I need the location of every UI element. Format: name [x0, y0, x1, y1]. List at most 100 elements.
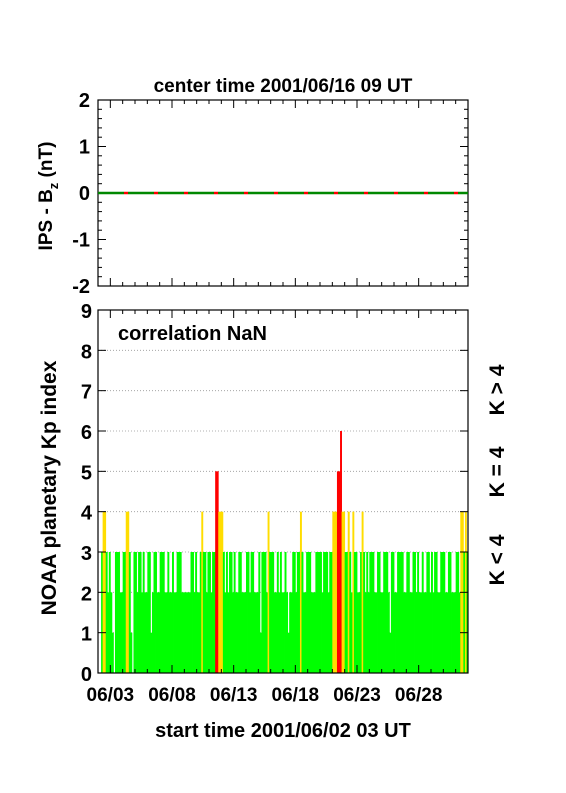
kp-bar — [190, 552, 193, 673]
kp-bar — [315, 552, 318, 673]
kp-bar — [398, 552, 401, 673]
kp-bar — [332, 511, 335, 673]
kp-bar — [386, 552, 389, 673]
kp-bar — [264, 552, 267, 673]
kp-bar — [346, 552, 349, 673]
kp-bar — [418, 592, 421, 673]
kp-bar — [293, 552, 296, 673]
kp-bar — [452, 592, 455, 673]
kp-bar — [108, 552, 111, 673]
kp-bar — [407, 552, 410, 673]
kp-bar — [250, 552, 253, 673]
kp-bar — [127, 511, 130, 673]
kp-bar — [270, 552, 273, 673]
kp-bar — [219, 511, 222, 673]
kp-bar — [457, 552, 460, 673]
kp-bar — [455, 552, 458, 673]
ips-ytick-label: 2 — [79, 90, 90, 112]
kp-bar — [312, 592, 315, 673]
kp-bar — [179, 552, 182, 673]
kp-bar — [225, 552, 228, 673]
kp-bar — [326, 552, 329, 673]
kp-bar — [441, 552, 444, 673]
kp-bar — [287, 632, 290, 673]
kp-bar — [114, 552, 117, 673]
kp-bar — [164, 592, 167, 673]
kp-bar — [158, 592, 161, 673]
kp-ytick-label: 4 — [81, 503, 93, 525]
kp-bar — [434, 552, 437, 673]
kp-bar — [329, 552, 332, 673]
kp-bar — [381, 592, 384, 673]
kp-bar — [424, 592, 427, 673]
kp-bar — [313, 592, 316, 673]
kp-ytick-label: 2 — [81, 583, 92, 605]
kp-bar — [357, 592, 359, 673]
kp-bar — [303, 592, 305, 673]
kp-bar — [394, 592, 396, 673]
legend-equal: K = 4 — [486, 446, 509, 497]
kp-bar — [377, 552, 379, 673]
kp-bar — [463, 552, 466, 673]
kp-bar — [316, 552, 319, 673]
kp-bar — [353, 552, 356, 673]
kp-bar — [372, 552, 375, 673]
kp-ytick-label: 5 — [81, 462, 92, 484]
kp-bar — [426, 552, 429, 673]
kp-bar — [276, 552, 279, 673]
kp-bar — [161, 552, 164, 673]
kp-bar — [438, 592, 441, 673]
kp-bar — [239, 552, 242, 673]
kp-bar — [111, 632, 114, 673]
kp-bar — [415, 592, 418, 673]
ips-ylabel: IPS - Bz (nT) — [36, 142, 61, 251]
kp-bar — [320, 552, 322, 673]
kp-bar — [347, 511, 350, 673]
kp-bar — [290, 592, 293, 673]
kp-bar — [172, 552, 174, 673]
kp-bar — [446, 592, 449, 673]
kp-bar — [236, 592, 239, 673]
ips-title: center time 2001/06/16 09 UT — [154, 76, 413, 97]
kp-bar — [292, 552, 295, 673]
legend-low: K < 4 — [486, 534, 509, 585]
kp-bar — [435, 552, 438, 673]
kp-bar — [150, 632, 153, 673]
kp-bar — [421, 552, 424, 673]
kp-bar — [121, 592, 124, 673]
kp-bar — [358, 592, 361, 673]
kp-bar — [213, 552, 216, 673]
kp-bar — [341, 511, 344, 673]
kp-bar — [417, 552, 420, 673]
kp-bar — [221, 511, 224, 673]
kp-bar — [437, 592, 440, 673]
ips-ytick-label: 1 — [79, 137, 90, 159]
kp-bar — [175, 592, 178, 673]
kp-bar — [252, 552, 255, 673]
kp-bar — [107, 592, 110, 673]
kp-bar — [244, 592, 247, 673]
kp-bar — [296, 552, 299, 673]
kp-bar — [222, 552, 225, 673]
kp-bar — [420, 592, 423, 673]
kp-bar — [188, 592, 191, 673]
kp-bar — [318, 552, 321, 673]
kp-bar — [375, 592, 378, 673]
kp-bar — [403, 592, 406, 673]
kp-bar — [209, 552, 211, 673]
kp-bar — [159, 552, 162, 673]
kp-ytick-label: 1 — [81, 624, 92, 646]
kp-bar — [310, 592, 313, 673]
kp-bar — [355, 552, 358, 673]
kp-xtick-label: 06/18 — [272, 685, 320, 706]
kp-bar — [235, 592, 238, 673]
kp-bar — [406, 552, 409, 673]
kp-bar — [278, 592, 281, 673]
kp-bar — [349, 552, 352, 673]
kp-bar — [249, 592, 252, 673]
kp-bar — [397, 552, 400, 673]
kp-bar — [133, 552, 136, 673]
kp-bar — [466, 552, 468, 673]
kp-bar — [392, 552, 395, 673]
kp-ytick-label: 8 — [81, 341, 92, 363]
